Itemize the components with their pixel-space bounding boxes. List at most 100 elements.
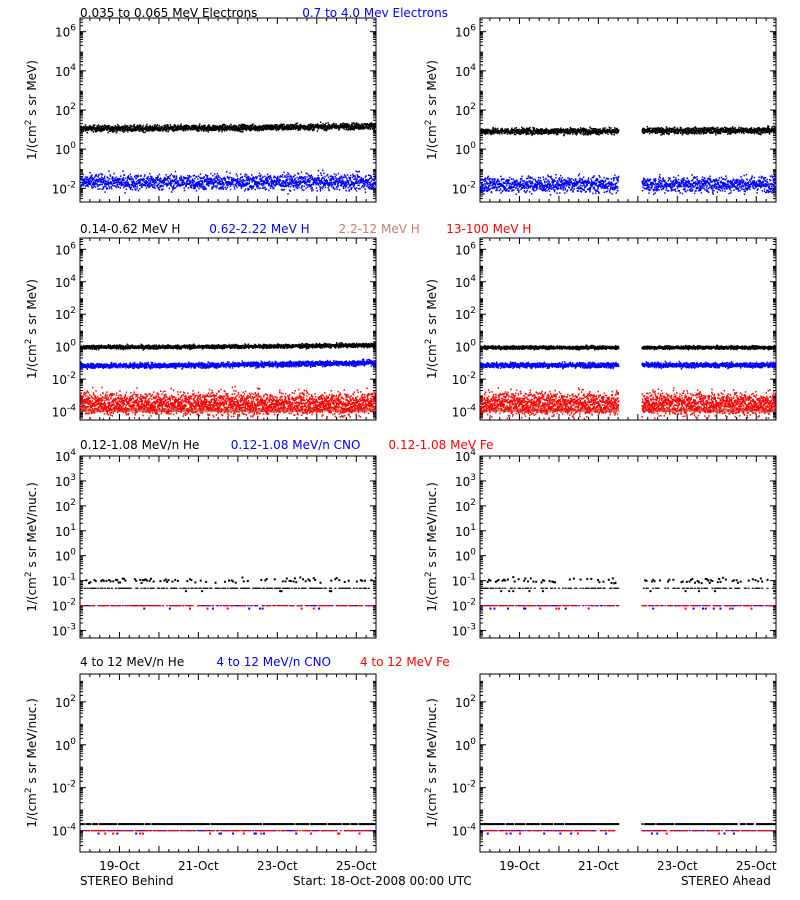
data-point <box>369 181 371 184</box>
data-point <box>169 124 172 126</box>
data-point <box>290 175 292 178</box>
data-point <box>308 123 310 126</box>
data-point <box>225 180 227 183</box>
data-point <box>346 123 348 125</box>
data-point <box>222 123 224 126</box>
data-point <box>270 182 273 184</box>
data-point <box>112 182 115 185</box>
data-point <box>83 180 86 183</box>
data-point <box>340 124 343 126</box>
data-point <box>190 184 193 186</box>
data-point <box>488 128 490 131</box>
data-point <box>283 126 285 128</box>
data-point <box>109 174 111 176</box>
data-point <box>102 128 104 130</box>
data-point <box>101 180 103 183</box>
data-point <box>282 127 284 130</box>
data-point <box>297 126 299 129</box>
data-point <box>173 180 175 182</box>
data-point <box>560 131 563 134</box>
data-point <box>532 129 535 131</box>
data-point <box>372 127 374 130</box>
data-point <box>191 178 194 181</box>
data-point <box>273 187 275 190</box>
data-point <box>223 176 226 179</box>
data-point <box>101 126 103 129</box>
data-point <box>648 127 651 130</box>
data-point <box>333 173 336 175</box>
data-point <box>151 125 154 128</box>
data-point <box>158 129 161 132</box>
data-point <box>87 129 90 131</box>
data-point <box>583 132 585 135</box>
data-point <box>94 186 97 188</box>
data-point <box>123 131 125 133</box>
data-point <box>569 132 572 135</box>
data-point <box>173 175 176 177</box>
data-point <box>501 132 503 135</box>
data-point <box>146 125 149 128</box>
data-point <box>272 128 274 131</box>
data-point <box>208 125 211 127</box>
data-point <box>234 125 236 127</box>
data-point <box>317 178 320 181</box>
data-point <box>647 130 649 133</box>
data-point <box>133 180 135 183</box>
data-point <box>529 126 531 129</box>
data-point <box>256 181 259 183</box>
data-point <box>129 186 131 189</box>
data-point <box>98 173 100 176</box>
data-point <box>358 125 361 127</box>
data-point <box>265 188 268 191</box>
data-point <box>198 185 201 188</box>
data-point <box>238 126 240 128</box>
data-point <box>213 180 215 182</box>
data-point <box>537 129 539 132</box>
data-point <box>493 129 496 132</box>
data-point <box>101 129 103 132</box>
data-point <box>262 129 264 132</box>
data-point <box>364 188 366 190</box>
data-point <box>199 123 201 126</box>
y-tick-base: 10 <box>452 182 467 196</box>
data-point <box>481 131 484 134</box>
data-point <box>125 188 128 191</box>
data-point <box>557 128 560 130</box>
data-point <box>88 182 90 185</box>
data-point <box>145 181 147 184</box>
data-point <box>81 179 84 182</box>
data-point <box>501 127 503 130</box>
data-point <box>311 126 313 129</box>
y-tick-label: 106 <box>455 24 476 40</box>
data-point <box>233 124 236 127</box>
data-point <box>328 183 331 186</box>
data-point <box>334 124 336 127</box>
data-point <box>122 125 124 128</box>
data-point <box>129 183 131 186</box>
data-point <box>212 178 214 181</box>
y-tick-exp: 0 <box>470 141 476 151</box>
data-point <box>344 182 346 185</box>
data-point <box>504 128 506 130</box>
data-point <box>324 126 326 129</box>
data-point <box>121 130 124 132</box>
y-tick-exp: 4 <box>70 63 76 73</box>
data-point <box>323 129 326 131</box>
data-point <box>563 128 565 131</box>
data-point <box>303 185 305 188</box>
data-point <box>355 170 357 173</box>
data-point <box>162 188 164 190</box>
data-point <box>152 179 154 181</box>
data-point <box>604 127 606 129</box>
data-point <box>341 125 344 127</box>
y-tick-label: 10-2 <box>52 180 76 196</box>
data-point <box>601 131 604 133</box>
data-point <box>111 178 113 181</box>
data-point <box>367 174 370 176</box>
data-point <box>532 131 535 134</box>
data-point <box>343 183 345 185</box>
data-point <box>207 125 209 127</box>
data-point <box>220 180 222 183</box>
data-point <box>298 181 300 183</box>
data-point <box>104 124 107 127</box>
